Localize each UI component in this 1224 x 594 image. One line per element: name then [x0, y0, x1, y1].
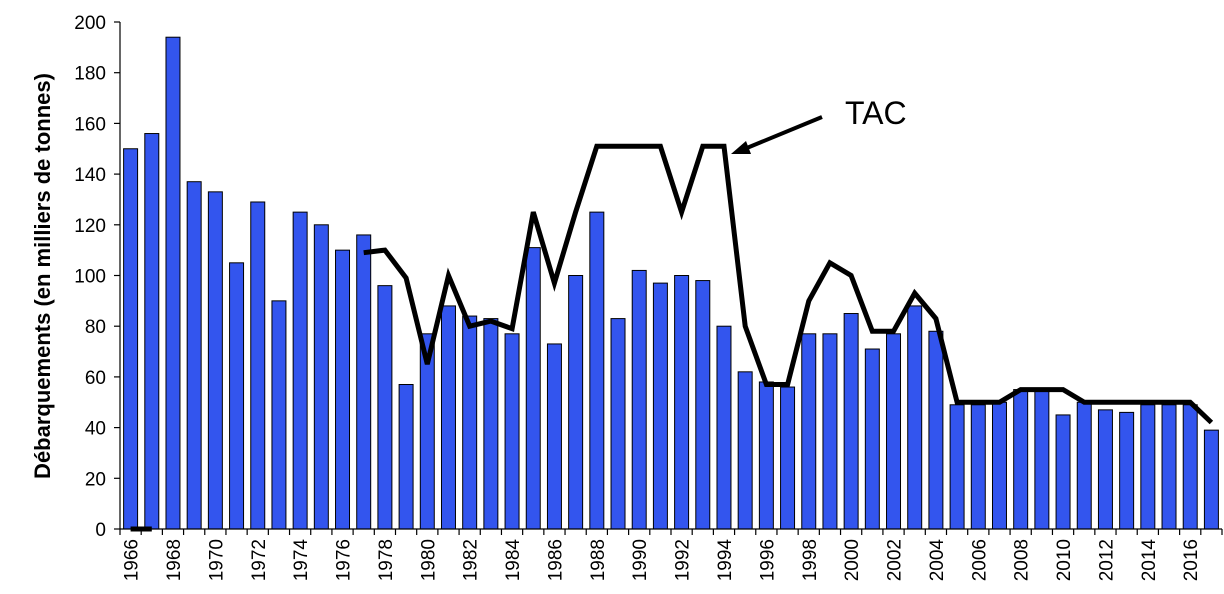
bar — [123, 148, 139, 530]
bar — [525, 247, 541, 530]
bar — [1140, 404, 1156, 530]
y-tick-label: 140 — [74, 165, 106, 186]
bar — [801, 333, 817, 530]
x-tick-label: 2006 — [969, 539, 990, 581]
y-tick-label: 100 — [74, 267, 106, 288]
x-tick-label: 2004 — [927, 539, 948, 582]
bar — [335, 249, 351, 530]
x-tick-label: 2002 — [885, 539, 906, 581]
x-tick-label: 1976 — [334, 539, 355, 581]
x-tick-label: 1970 — [206, 539, 227, 581]
x-tick-label: 1984 — [503, 539, 524, 582]
x-tick-label: 2016 — [1181, 539, 1202, 581]
bar — [949, 404, 965, 530]
x-tick-label: 2010 — [1054, 539, 1075, 581]
y-tick-label: 200 — [74, 13, 106, 34]
x-tick-label: 1992 — [673, 539, 694, 581]
x-tick-label: 1994 — [715, 539, 736, 582]
bar — [886, 333, 902, 530]
x-tick-label: 1998 — [800, 539, 821, 581]
bar — [504, 333, 520, 530]
bar — [716, 325, 732, 530]
bar — [568, 275, 584, 530]
bar — [1161, 404, 1177, 530]
y-tick-label: 160 — [74, 114, 106, 135]
x-tick-label: 1996 — [757, 539, 778, 581]
x-tick-label: 1972 — [249, 539, 270, 581]
bar — [546, 343, 562, 530]
bar — [907, 305, 923, 530]
annotation-arrow — [741, 115, 823, 152]
bar — [758, 381, 774, 530]
bar — [928, 330, 944, 530]
bar — [1013, 389, 1029, 530]
bar — [462, 315, 478, 530]
arrow-head — [731, 141, 751, 154]
y-tick-label: 40 — [85, 419, 106, 440]
bar — [737, 371, 753, 530]
bar — [631, 269, 647, 530]
bar — [1034, 389, 1050, 530]
bar — [250, 201, 266, 530]
bar — [377, 285, 393, 530]
x-tick-label: 1980 — [418, 539, 439, 581]
bar — [440, 305, 456, 530]
bar — [1055, 414, 1071, 530]
bar — [1182, 404, 1198, 530]
y-tick-label: 180 — [74, 64, 106, 85]
x-tick-label: 1986 — [545, 539, 566, 581]
bar — [991, 401, 1007, 530]
x-tick-label: 2008 — [1012, 539, 1033, 581]
bar — [652, 282, 668, 530]
bar — [970, 404, 986, 530]
bar — [610, 318, 626, 530]
x-tick-label: 2014 — [1139, 539, 1160, 582]
annotation: TAC — [845, 95, 907, 131]
bar — [822, 333, 838, 530]
bar — [780, 386, 796, 530]
y-tick-label: 0 — [95, 520, 106, 541]
bar — [356, 234, 372, 530]
bar — [864, 348, 880, 530]
bar — [186, 181, 202, 530]
y-tick-label: 60 — [85, 368, 106, 389]
x-tick-label: 1988 — [588, 539, 609, 581]
y-axis-label: Débarquements (en milliers de tonnes) — [30, 73, 55, 479]
x-tick-label: 1982 — [461, 539, 482, 581]
bar — [165, 36, 181, 530]
bar — [398, 384, 414, 530]
bar — [695, 280, 711, 530]
bar — [1076, 401, 1092, 530]
bar — [1097, 409, 1113, 530]
x-tick-label: 1968 — [164, 539, 185, 581]
x-tick-label: 1974 — [291, 539, 312, 582]
bar — [1203, 429, 1219, 530]
bar — [1119, 411, 1135, 530]
bar — [313, 224, 329, 530]
x-tick-label: 2012 — [1096, 539, 1117, 581]
bar — [483, 318, 499, 530]
bar — [292, 211, 308, 530]
bar — [229, 262, 245, 530]
x-tick-label: 1978 — [376, 539, 397, 581]
bar — [271, 300, 287, 530]
y-tick-label: 120 — [74, 216, 106, 237]
bar — [674, 275, 690, 530]
y-tick-label: 20 — [85, 469, 106, 490]
x-tick-label: 1990 — [630, 539, 651, 581]
bar — [144, 133, 160, 530]
x-tick-label: 2000 — [842, 539, 863, 581]
bar — [843, 313, 859, 530]
y-tick-label: 80 — [85, 317, 106, 338]
bar — [589, 211, 605, 530]
x-tick-label: 1966 — [122, 539, 143, 581]
bar — [207, 191, 223, 530]
